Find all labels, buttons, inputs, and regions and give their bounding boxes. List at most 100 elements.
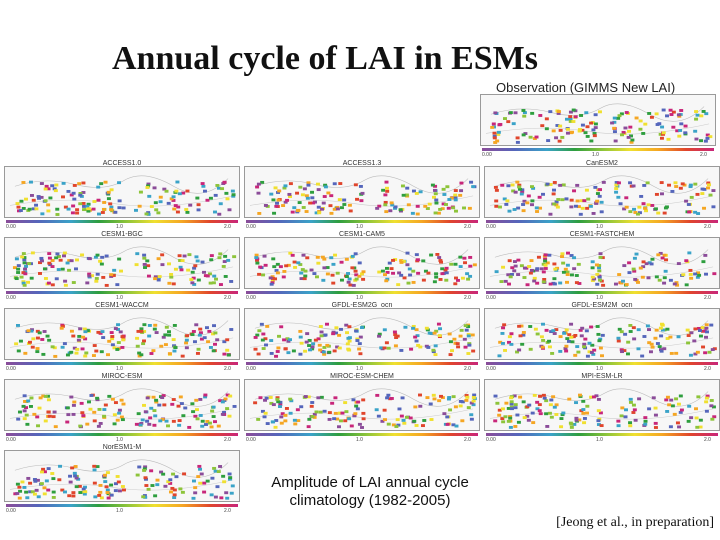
colorbar-tick-label: 1.0: [596, 366, 603, 372]
colorbar-tick-label: 1.0: [356, 366, 363, 372]
lai-amplitude-map: [244, 379, 480, 431]
colorbar-tick-label: 0.00: [486, 366, 496, 372]
model-map-panel: CESM1-WACCM 0.00 1.0 2.0: [4, 302, 240, 372]
colorbar-tick-label: 1.0: [592, 152, 599, 158]
colorbar: [6, 291, 238, 294]
colorbar-tick-label: 1.0: [116, 224, 123, 230]
model-map-panel: GFDL-ESM2M_ocn 0.00 1.0 2.0: [484, 302, 720, 372]
colorbar-tick-label: 2.0: [464, 437, 471, 443]
colorbar: [486, 433, 718, 436]
model-label: CESM1-CAM5: [339, 231, 385, 238]
colorbar: [482, 148, 714, 151]
model-map-panel: ACCESS1.3 0.00 1.0 2.0: [244, 160, 480, 230]
model-label: CanESM2: [586, 160, 618, 167]
colorbar-tick-label: 1.0: [116, 437, 123, 443]
model-map-panel: CanESM2 0.00 1.0 2.0: [484, 160, 720, 230]
colorbar-tick-label: 2.0: [224, 295, 231, 301]
colorbar: [246, 220, 478, 223]
lai-amplitude-map: [484, 237, 720, 289]
colorbar-tick-label: 2.0: [224, 508, 231, 514]
colorbar-tick-label: 0.00: [246, 224, 256, 230]
colorbar-tick-label: 0.00: [486, 295, 496, 301]
caption-line-1: Amplitude of LAI annual cycle: [271, 474, 469, 491]
colorbar-tick-label: 1.0: [356, 295, 363, 301]
colorbar-tick-label: 2.0: [224, 366, 231, 372]
lai-amplitude-map: [4, 166, 240, 218]
lai-amplitude-map: [244, 166, 480, 218]
colorbar-tick-label: 2.0: [224, 437, 231, 443]
colorbar-tick-label: 0.00: [486, 224, 496, 230]
colorbar-tick-label: 1.0: [356, 224, 363, 230]
slide-title: Annual cycle of LAI in ESMs: [112, 40, 538, 77]
colorbar-tick-label: 1.0: [116, 366, 123, 372]
colorbar-tick-label: 0.00: [246, 366, 256, 372]
figure-caption: Amplitude of LAI annual cycle climatolog…: [246, 474, 494, 510]
colorbar-tick-label: 2.0: [704, 224, 711, 230]
colorbar-tick-label: 0.00: [482, 152, 492, 158]
colorbar-tick-label: 1.0: [596, 437, 603, 443]
colorbar-tick-label: 0.00: [486, 437, 496, 443]
model-label: ACCESS1.3: [342, 160, 382, 167]
colorbar-tick-label: 0.00: [246, 437, 256, 443]
model-map-panel: ACCESS1.0 0.00 1.0 2.0: [4, 160, 240, 230]
lai-amplitude-map: [244, 237, 480, 289]
colorbar-tick-label: 2.0: [700, 152, 707, 158]
colorbar-tick-label: 0.00: [6, 366, 16, 372]
colorbar: [486, 362, 718, 365]
lai-amplitude-map: [244, 308, 480, 360]
model-label: CESM1-BGC: [101, 231, 143, 238]
model-map-panel: MPI-ESM-LR 0.00 1.0 2.0: [484, 373, 720, 443]
observation-map-panel: 0.00 1.0 2.0: [480, 88, 716, 158]
colorbar-tick-label: 2.0: [704, 295, 711, 301]
lai-amplitude-map: [484, 379, 720, 431]
citation: [Jeong et al., in preparation]: [556, 515, 714, 530]
model-label: ACCESS1.0: [102, 160, 142, 167]
colorbar: [246, 362, 478, 365]
model-map-panel: GFDL-ESM2G_ocn 0.00 1.0 2.0: [244, 302, 480, 372]
colorbar-tick-label: 2.0: [704, 366, 711, 372]
lai-amplitude-map: [484, 308, 720, 360]
colorbar-tick-label: 0.00: [6, 508, 16, 514]
colorbar-tick-label: 0.00: [6, 224, 16, 230]
model-map-panel: NorESM1-M 0.00 1.0 2.0: [4, 444, 240, 514]
model-map-panel: CESM1-CAM5 0.00 1.0 2.0: [244, 231, 480, 301]
colorbar: [486, 291, 718, 294]
colorbar-tick-label: 1.0: [596, 224, 603, 230]
colorbar-tick-label: 1.0: [356, 437, 363, 443]
colorbar-tick-label: 1.0: [116, 295, 123, 301]
lai-amplitude-map: [480, 94, 716, 146]
colorbar-tick-label: 0.00: [246, 295, 256, 301]
model-label: CESM1-FASTCHEM: [569, 231, 635, 238]
lai-amplitude-map: [484, 166, 720, 218]
model-label: GFDL-ESM2G_ocn: [331, 302, 393, 309]
model-label: MIROC-ESM-CHEM: [330, 373, 394, 380]
colorbar-tick-label: 2.0: [464, 295, 471, 301]
observation-label: Observation (GIMMS New LAI): [496, 80, 676, 95]
model-label: GFDL-ESM2M_ocn: [571, 302, 633, 309]
model-map-panel: CESM1-BGC 0.00 1.0 2.0: [4, 231, 240, 301]
model-label: MIROC-ESM: [101, 373, 143, 380]
lai-amplitude-map: [4, 237, 240, 289]
colorbar: [6, 433, 238, 436]
colorbar-tick-label: 1.0: [596, 295, 603, 301]
colorbar-tick-label: 2.0: [224, 224, 231, 230]
colorbar: [6, 504, 238, 507]
colorbar: [246, 433, 478, 436]
model-map-panel: CESM1-FASTCHEM 0.00 1.0 2.0: [484, 231, 720, 301]
colorbar-tick-label: 1.0: [116, 508, 123, 514]
colorbar-tick-label: 2.0: [704, 437, 711, 443]
caption-line-2: climatology (1982-2005): [289, 492, 451, 509]
colorbar-tick-label: 2.0: [464, 224, 471, 230]
model-label: MPI-ESM-LR: [581, 373, 623, 380]
colorbar: [6, 362, 238, 365]
colorbar-tick-label: 2.0: [464, 366, 471, 372]
lai-amplitude-map: [4, 308, 240, 360]
lai-amplitude-map: [4, 379, 240, 431]
model-map-panel: MIROC-ESM-CHEM 0.00 1.0 2.0: [244, 373, 480, 443]
model-label: CESM1-WACCM: [95, 302, 149, 309]
colorbar-tick-label: 0.00: [6, 295, 16, 301]
colorbar-tick-label: 0.00: [6, 437, 16, 443]
model-map-panel: MIROC-ESM 0.00 1.0 2.0: [4, 373, 240, 443]
colorbar: [246, 291, 478, 294]
lai-amplitude-map: [4, 450, 240, 502]
